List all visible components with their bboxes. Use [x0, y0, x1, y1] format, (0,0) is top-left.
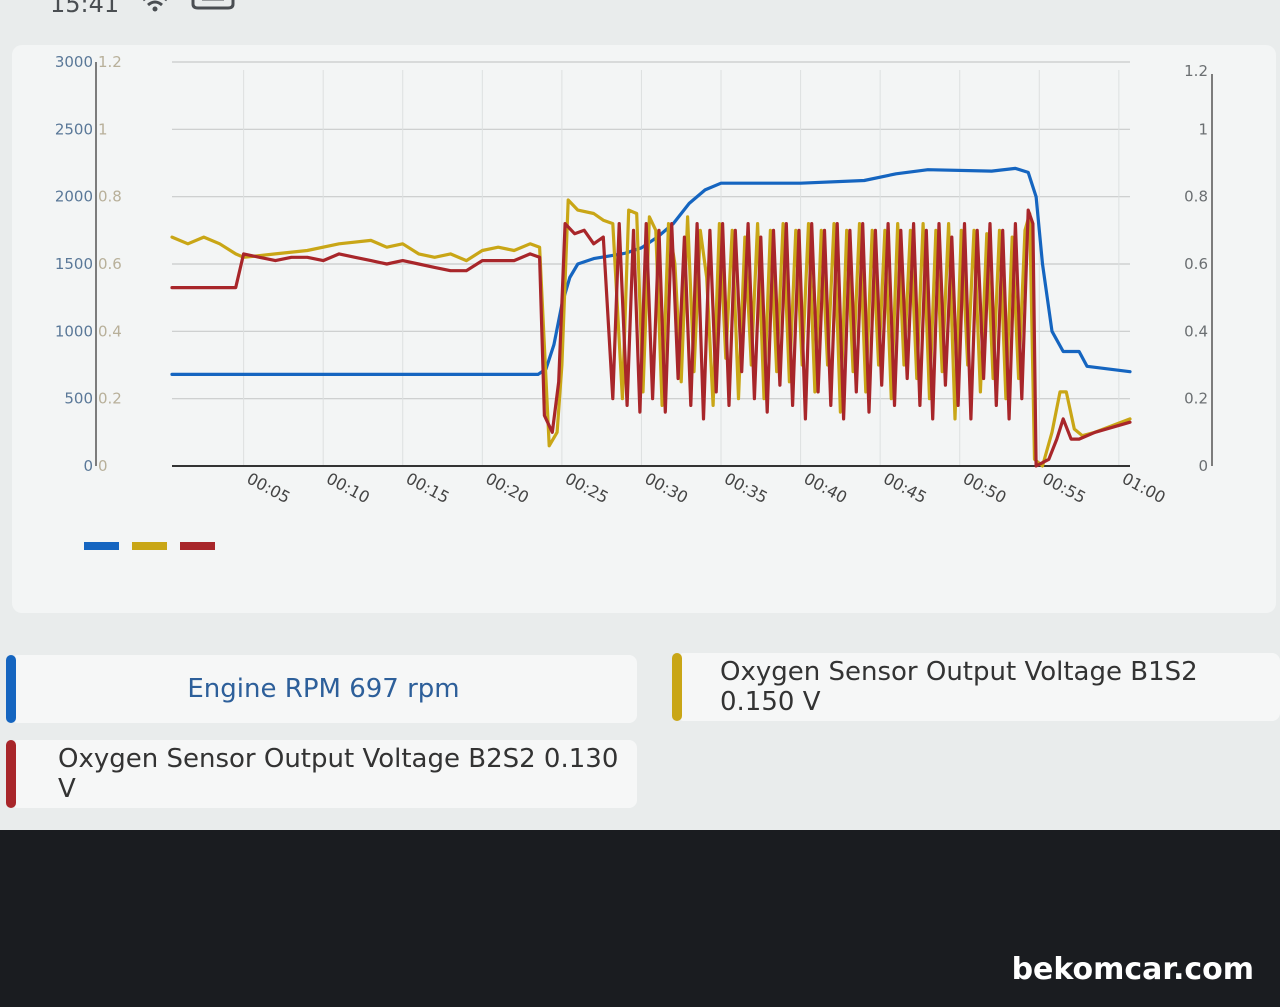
- y-tick-label-volt-left: 0.2: [98, 390, 122, 408]
- param-label: Engine RPM 697 rpm: [187, 674, 460, 704]
- y-tick-label-rpm: 1000: [55, 322, 93, 340]
- series-line-b2s2: [170, 208, 1132, 468]
- y-tick-label-volt-right: 0.2: [1184, 390, 1208, 408]
- x-tick-label: 00:45: [880, 469, 930, 507]
- param-accent-bar: [672, 653, 682, 721]
- y-tick-label-volt-right: 1.2: [1184, 62, 1208, 80]
- x-tick-label: 00:20: [482, 469, 532, 507]
- x-tick-label: 00:40: [801, 469, 851, 507]
- x-tick-label: 00:30: [642, 469, 692, 507]
- y-tick-label-rpm: 0: [83, 457, 93, 475]
- axis-layer: [95, 62, 1213, 467]
- param-accent-bar: [6, 655, 16, 723]
- x-tick-label: 00:10: [323, 469, 373, 507]
- x-tick-label: 00:55: [1039, 469, 1089, 507]
- watermark: bekomcar.com: [1011, 952, 1254, 987]
- y-tick-label-volt-left: 0.4: [98, 322, 122, 340]
- x-tick-label: 00:50: [960, 469, 1010, 507]
- param-card-o2-b2s2[interactable]: Oxygen Sensor Output Voltage B2S2 0.130 …: [6, 740, 637, 808]
- y-tick-label-volt-left: 1.2: [98, 53, 122, 71]
- legend-swatch-b2s2: [180, 542, 215, 550]
- legend-swatch-b1s2: [132, 542, 167, 550]
- y-tick-label-rpm: 1500: [55, 255, 93, 273]
- x-tick-label: 00:05: [244, 469, 294, 507]
- y-tick-label-volt-left: 0.6: [98, 255, 122, 273]
- param-accent-bar: [6, 740, 16, 808]
- series-line-rpm: [170, 166, 1132, 376]
- y-tick-label-volt-left: 1: [98, 120, 108, 138]
- series-layer: [170, 166, 1132, 468]
- y-tick-label-volt-left: 0: [98, 457, 108, 475]
- x-tick-label: 00:25: [562, 469, 612, 507]
- x-tick-label: 00:15: [403, 469, 453, 507]
- x-tick-label: 00:35: [721, 469, 771, 507]
- y-tick-label-volt-right: 0.4: [1184, 322, 1208, 340]
- y-tick-label-rpm: 3000: [55, 53, 93, 71]
- line-chart: 0 500 1000 1500 2000 2500 3000 0 0.2 0.4 0.6 0.8 1 1.…: [55, 53, 1213, 507]
- y-tick-label-rpm: 500: [64, 390, 93, 408]
- y-tick-label-volt-left: 0.8: [98, 188, 122, 206]
- x-tick-label: 01:00: [1119, 469, 1169, 507]
- param-label: Oxygen Sensor Output Voltage B2S2 0.130 …: [58, 744, 619, 804]
- y-tick-label-volt-right: 0: [1198, 457, 1208, 475]
- legend-swatch-rpm: [84, 542, 119, 550]
- app-screen: 15:41 0 500 1000 1500 2000 2500 3000 0 0.2 0.4 0.6…: [0, 0, 1280, 830]
- series-line-b1s2: [170, 198, 1132, 468]
- param-card-engine-rpm[interactable]: Engine RPM 697 rpm: [6, 655, 637, 723]
- param-label: Oxygen Sensor Output Voltage B1S2 0.150 …: [720, 657, 1198, 717]
- y-tick-label-rpm: 2000: [55, 188, 93, 206]
- y-tick-label-volt-right: 1: [1198, 120, 1208, 138]
- status-bar: 15:41: [0, 0, 1280, 22]
- obd-connection-icon: [191, 0, 235, 10]
- status-time: 15:41: [50, 0, 120, 18]
- y-tick-label-volt-right: 0.6: [1184, 255, 1208, 273]
- param-card-o2-b1s2[interactable]: Oxygen Sensor Output Voltage B1S2 0.150 …: [672, 653, 1280, 721]
- y-tick-label-rpm: 2500: [55, 120, 93, 138]
- y-tick-label-volt-right: 0.8: [1184, 188, 1208, 206]
- wifi-icon: [143, 0, 167, 12]
